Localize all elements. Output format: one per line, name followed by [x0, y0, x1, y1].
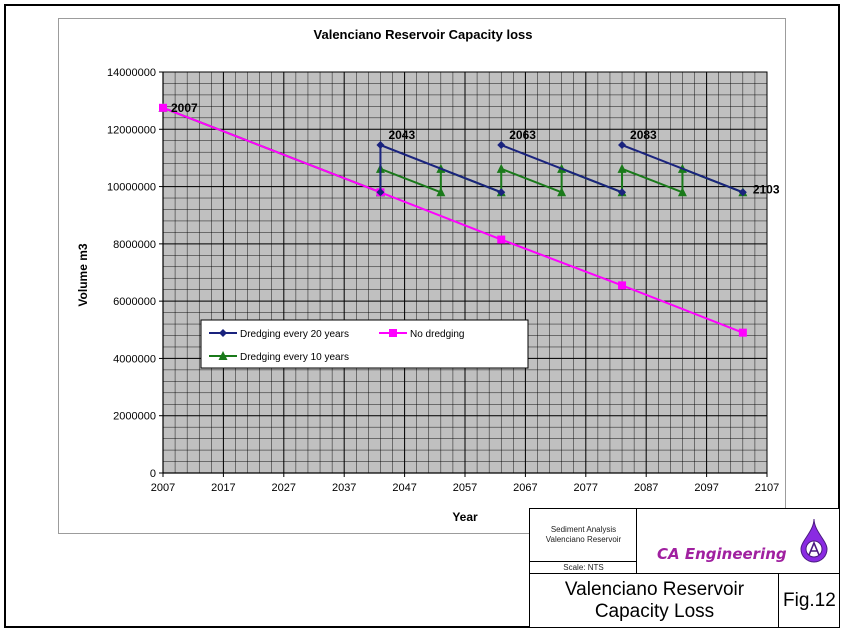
x-tick-label: 2007 — [151, 482, 175, 494]
capacity-loss-chart: Valenciano Reservoir Capacity loss 2007 2… — [76, 27, 780, 524]
project-line-1: Sediment Analysis — [550, 525, 617, 534]
data-point — [497, 235, 506, 244]
annotation-label: 2043 — [388, 128, 415, 142]
title-block: Sediment Analysis Valenciano Reservoir S… — [529, 508, 840, 628]
company-logo-icon — [800, 518, 828, 563]
drawing-title-cell: Valenciano Reservoir Capacity Loss — [529, 573, 780, 628]
project-line-2: Valenciano Reservoir — [545, 535, 622, 544]
y-tick-label: 12000000 — [107, 124, 156, 136]
data-point — [738, 328, 747, 337]
data-point — [376, 188, 385, 197]
y-tick-label: 2000000 — [113, 411, 156, 423]
figure-cell: Fig.12 — [778, 573, 840, 628]
data-point — [617, 163, 627, 173]
legend-swatch-marker — [218, 351, 228, 360]
legend-label: Dredging every 20 years — [240, 329, 349, 340]
data-point — [618, 281, 627, 290]
company-name: CA Engineering — [657, 545, 787, 563]
x-tick-label: 2097 — [694, 482, 718, 494]
chart-area: Valenciano Reservoir Capacity loss 2007 2… — [58, 18, 786, 534]
data-point — [376, 141, 385, 150]
legend: Dredging every 20 years No dredging Dredgi… — [200, 319, 529, 369]
chart-title: Valenciano Reservoir Capacity loss — [314, 27, 533, 42]
project-cell: Sediment Analysis Valenciano Reservoir — [529, 508, 638, 563]
data-point — [497, 141, 506, 150]
scale-label: Scale: NTS — [563, 563, 604, 572]
x-axis-label: Year — [452, 510, 478, 524]
series-line — [500, 144, 623, 194]
x-tick-label: 2057 — [453, 482, 477, 494]
x-tick-label: 2027 — [272, 482, 296, 494]
page-frame — [4, 4, 840, 628]
y-tick-label: 4000000 — [113, 353, 156, 365]
data-point — [677, 187, 687, 197]
data-point — [159, 103, 167, 112]
x-tick-label: 2077 — [574, 482, 598, 494]
x-tick-label: 2047 — [392, 482, 416, 494]
x-tick-label: 2037 — [332, 482, 356, 494]
y-tick-label: 0 — [150, 468, 156, 480]
y-axis-label: Volume m3 — [76, 243, 90, 306]
drawing-title-line-1: Valenciano Reservoir — [564, 579, 745, 600]
x-tick-label: 2107 — [755, 482, 779, 494]
y-tick-label: 14000000 — [107, 67, 156, 79]
x-tick-label: 2087 — [634, 482, 658, 494]
annotation-label: 2103 — [753, 182, 780, 196]
legend-swatch-marker — [219, 329, 227, 337]
data-point — [618, 141, 627, 150]
data-point — [496, 163, 506, 173]
figure-number: Fig.12 — [783, 590, 836, 611]
legend-swatch-marker — [389, 329, 397, 337]
legend-box — [200, 319, 529, 369]
y-tick-label: 6000000 — [113, 296, 156, 308]
data-point — [738, 188, 747, 197]
x-tick-label: 2017 — [211, 482, 235, 494]
data-point — [618, 188, 627, 197]
legend-label: Dredging every 10 years — [240, 352, 349, 363]
x-tick-label: 2067 — [513, 482, 537, 494]
series-line — [621, 144, 744, 194]
drawing-title-line-2: Capacity Loss — [594, 601, 715, 622]
data-point — [497, 188, 506, 197]
series-dredging-every-20-years — [376, 141, 747, 197]
annotation-label: 2063 — [509, 128, 536, 142]
data-point — [436, 187, 446, 197]
annotation-label: 2083 — [630, 128, 657, 142]
data-point — [557, 187, 567, 197]
y-tick-label: 10000000 — [107, 182, 156, 194]
y-tick-label: 8000000 — [113, 239, 156, 251]
annotation-label: 2007 — [171, 101, 198, 115]
legend-label: No dredging — [410, 329, 464, 340]
company-cell: CA Engineering — [636, 508, 840, 575]
